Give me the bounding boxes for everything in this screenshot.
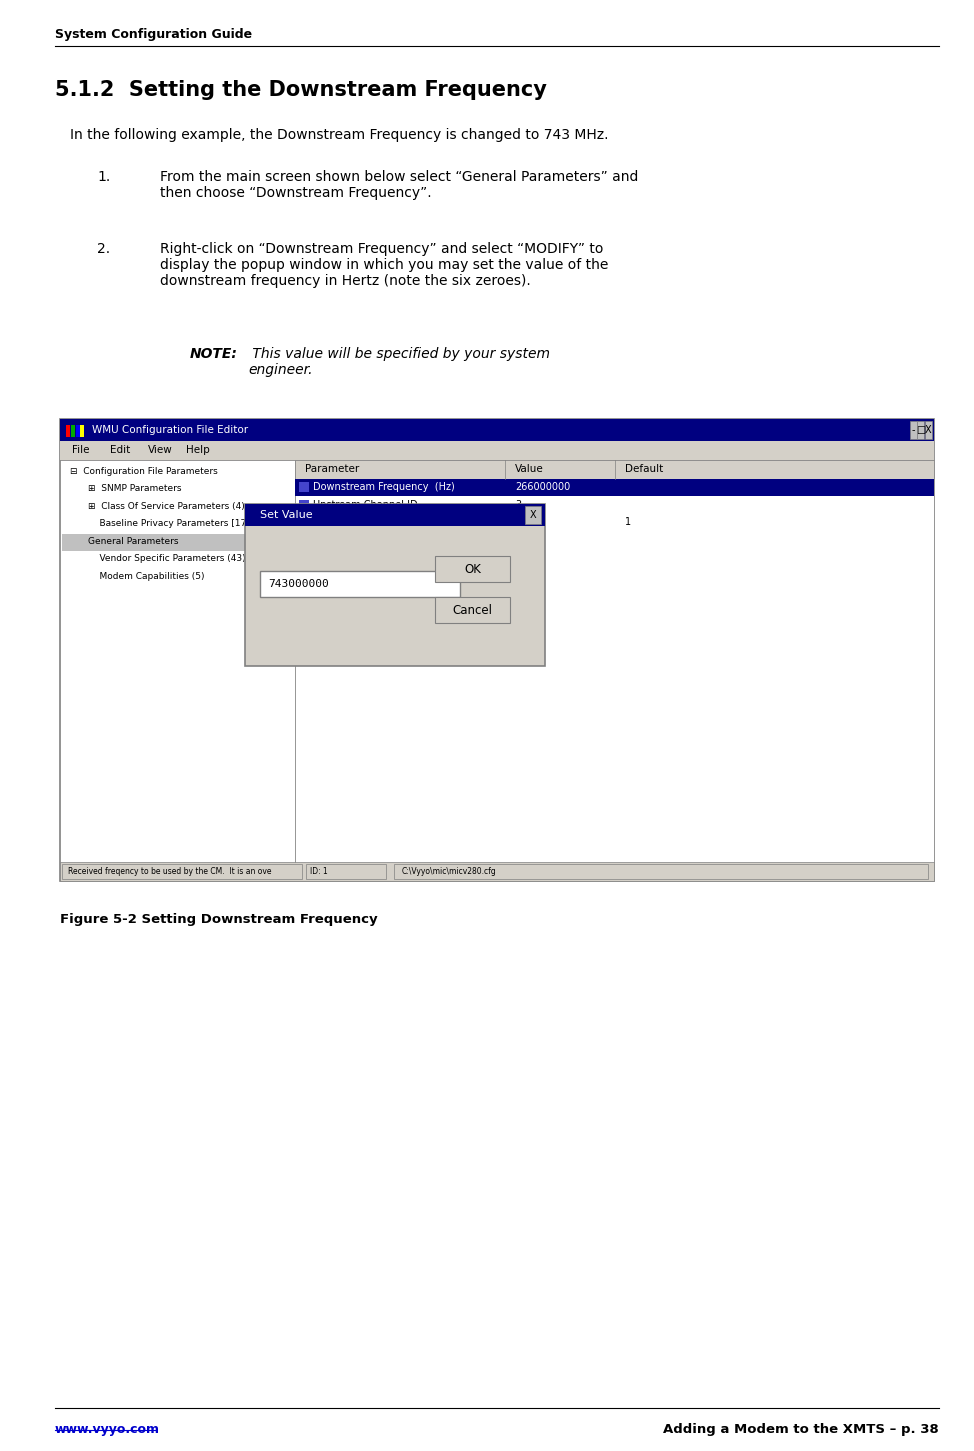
Text: CPE Ethernet MAC Address: CPE Ethernet MAC Address [313, 553, 444, 562]
Text: X: X [530, 509, 537, 519]
Text: In the following example, the Downstream Frequency is changed to 743 MHz.: In the following example, the Downstream… [70, 128, 609, 142]
Text: Set Value: Set Value [260, 509, 313, 519]
Text: OK: OK [464, 563, 481, 576]
Text: Help: Help [186, 445, 209, 456]
Text: ID: 1: ID: 1 [310, 868, 327, 876]
Text: 743000000: 743000000 [268, 579, 329, 589]
Bar [295, 460, 934, 863]
Text: Figure 5-2 Setting Downstream Frequency: Figure 5-2 Setting Downstream Frequency [60, 913, 378, 926]
Bar [245, 503, 545, 666]
Text: 266000000: 266000000 [515, 482, 570, 492]
Bar [435, 556, 510, 582]
Bar [62, 863, 302, 879]
Bar [299, 534, 309, 544]
Text: □: □ [917, 425, 925, 435]
Bar [62, 534, 293, 551]
Text: NOTE:: NOTE: [190, 347, 238, 361]
Bar [60, 862, 934, 881]
Text: -: - [912, 425, 916, 435]
Text: 2.: 2. [97, 242, 110, 255]
Bar [394, 863, 928, 879]
Bar [81, 425, 85, 437]
Text: ⊞  SNMP Parameters: ⊞ SNMP Parameters [88, 485, 181, 493]
Text: ⊟  Configuration File Parameters: ⊟ Configuration File Parameters [70, 467, 218, 476]
Text: Received freqency to be used by the CM.  It is an ove: Received freqency to be used by the CM. … [68, 868, 272, 876]
Bar [295, 479, 934, 496]
Bar [66, 425, 70, 437]
Text: C:\Vyyo\mic\micv280.cfg: C:\Vyyo\mic\micv280.cfg [402, 868, 497, 876]
Bar [299, 499, 309, 509]
Text: 1.: 1. [97, 170, 110, 184]
Text: ⊞  Class Of Service Parameters (4): ⊞ Class Of Service Parameters (4) [88, 502, 244, 511]
Text: Parameter: Parameter [305, 464, 359, 474]
Text: 1: 1 [625, 517, 631, 527]
Bar [925, 421, 932, 440]
Bar [76, 425, 80, 437]
Bar [245, 503, 545, 527]
Text: Baseline Privacy Parameters [17]: Baseline Privacy Parameters [17] [88, 519, 249, 528]
Text: 1: 1 [515, 517, 521, 527]
Bar [299, 551, 309, 562]
Text: Maximum Number Of CPE's: Maximum Number Of CPE's [313, 570, 447, 580]
Text: Value: Value [515, 464, 543, 474]
Text: Software Upgrade TFTP Server: Software Upgrade TFTP Server [313, 588, 462, 598]
Text: Software Upgrade Filename: Software Upgrade Filename [313, 535, 448, 544]
Bar [60, 419, 934, 441]
Bar [299, 569, 309, 579]
Text: System Configuration Guide: System Configuration Guide [55, 28, 252, 41]
Text: Cancel: Cancel [453, 604, 493, 617]
Text: Vendor Specific Parameters (43): Vendor Specific Parameters (43) [88, 554, 245, 563]
Bar [910, 421, 917, 440]
Text: Downstream Frequency  (Hz): Downstream Frequency (Hz) [313, 482, 455, 492]
Text: Upstream Channel ID: Upstream Channel ID [313, 499, 418, 509]
Text: Adding a Modem to the XMTS – p. 38: Adding a Modem to the XMTS – p. 38 [663, 1423, 939, 1436]
Text: Network Access Control Object: Network Access Control Object [313, 517, 464, 527]
Bar [60, 441, 934, 460]
Text: Edit: Edit [110, 445, 131, 456]
Bar [71, 425, 75, 437]
Text: General Parameters: General Parameters [88, 537, 178, 546]
Bar [60, 419, 934, 881]
Bar [299, 482, 309, 492]
Bar [525, 506, 541, 524]
Bar [306, 863, 386, 879]
Text: From the main screen shown below select “General Parameters” and
then choose “Do: From the main screen shown below select … [160, 170, 638, 200]
Bar [260, 572, 460, 596]
Text: Modem Capabilities (5): Modem Capabilities (5) [88, 572, 205, 580]
Text: View: View [148, 445, 172, 456]
Text: WMU Configuration File Editor: WMU Configuration File Editor [92, 425, 248, 435]
Text: 3: 3 [515, 499, 521, 509]
Text: This value will be specified by your system
engineer.: This value will be specified by your sys… [248, 347, 550, 377]
Bar [918, 421, 924, 440]
Text: File: File [72, 445, 90, 456]
Bar [295, 460, 934, 479]
Text: Default: Default [625, 464, 663, 474]
Text: X: X [925, 425, 932, 435]
Bar [299, 588, 309, 596]
Bar [299, 517, 309, 527]
Bar [435, 596, 510, 622]
Bar [60, 460, 295, 863]
Text: 5.1.2  Setting the Downstream Frequency: 5.1.2 Setting the Downstream Frequency [55, 80, 546, 100]
Text: www.vyyo.com: www.vyyo.com [55, 1423, 160, 1436]
Text: Right-click on “Downstream Frequency” and select “MODIFY” to
display the popup w: Right-click on “Downstream Frequency” an… [160, 242, 609, 289]
